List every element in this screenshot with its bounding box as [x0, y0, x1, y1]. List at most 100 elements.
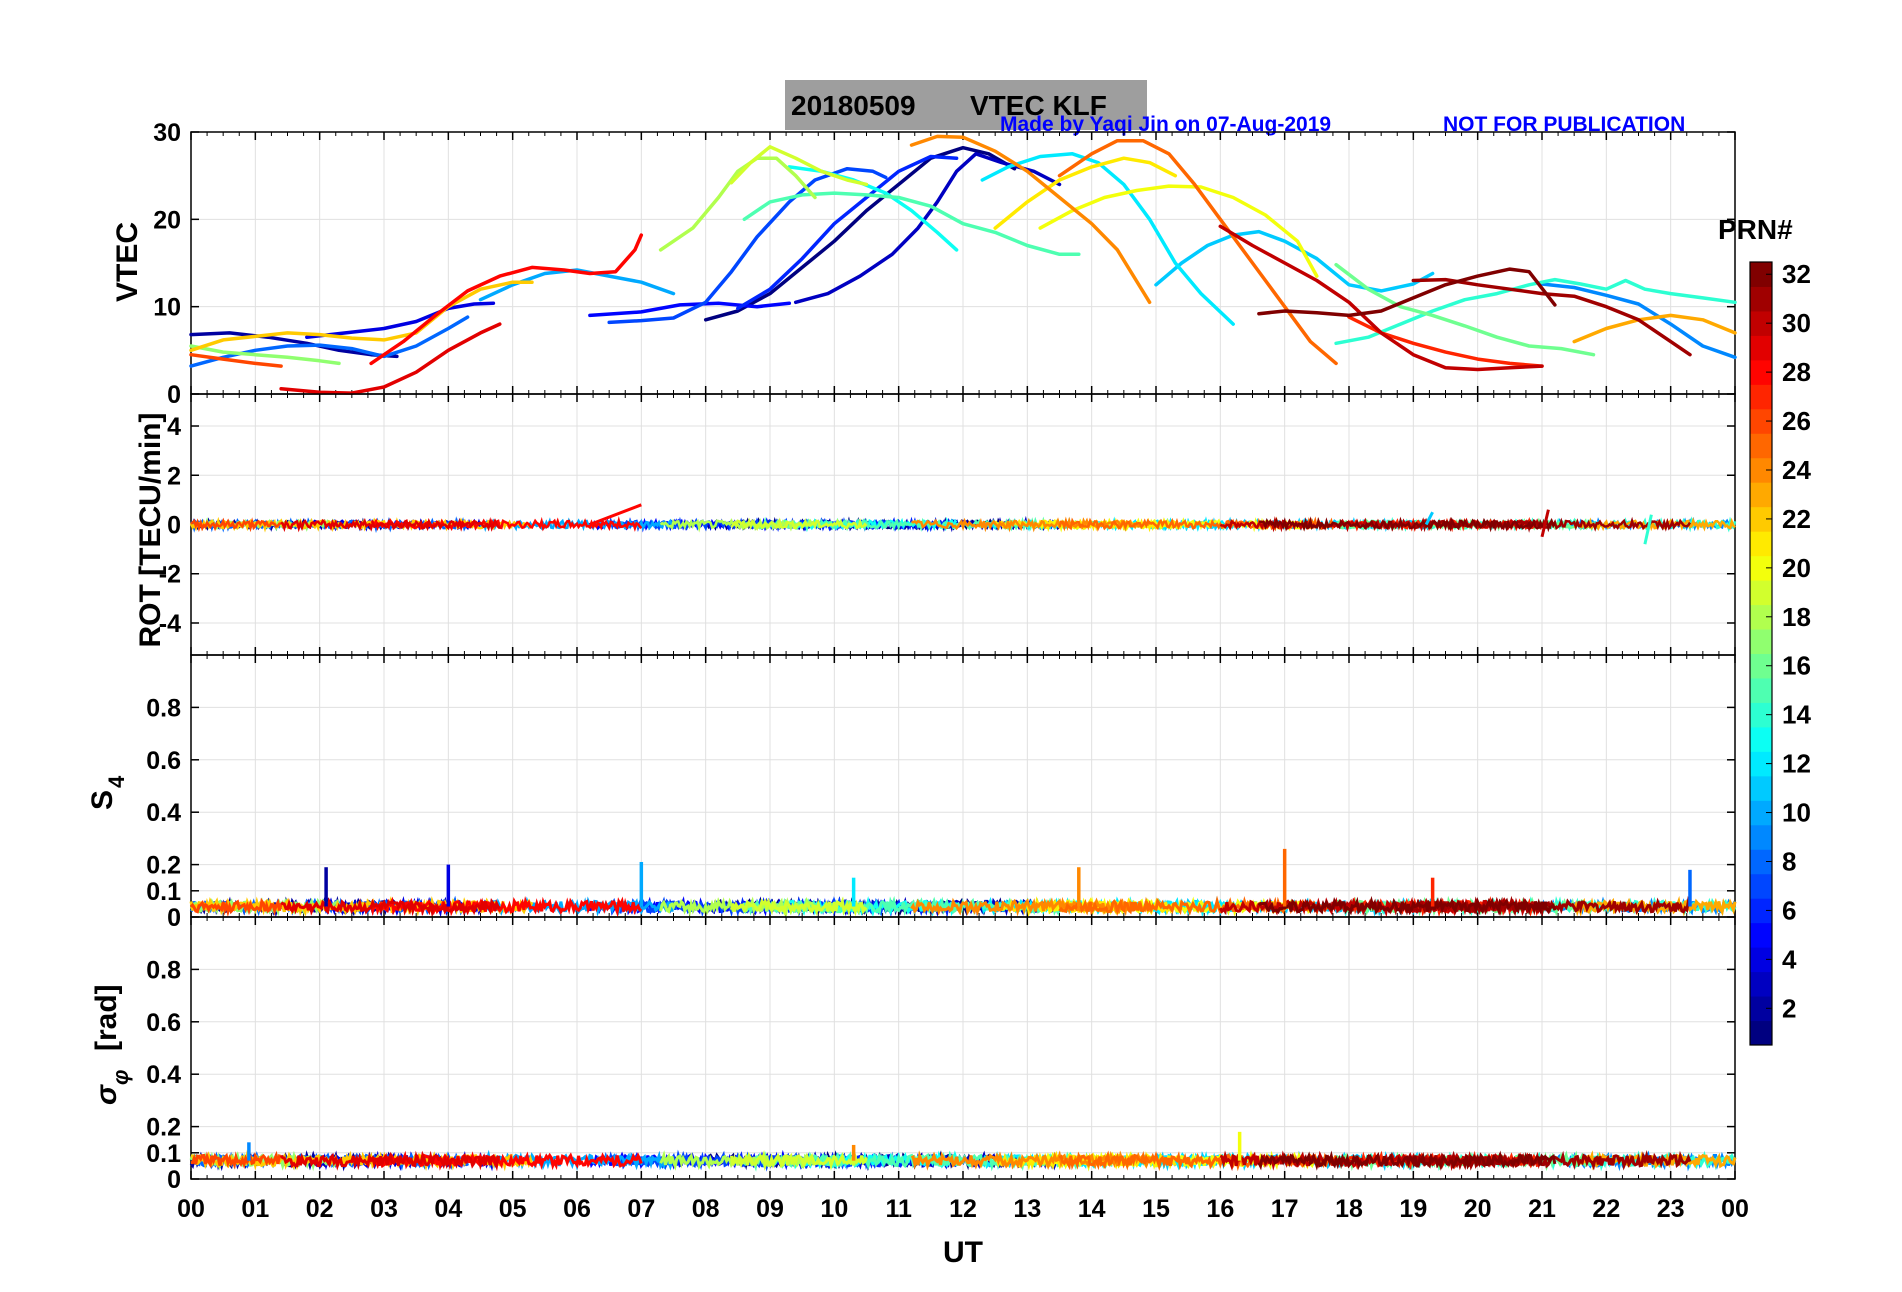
colorbar-swatch: [1750, 531, 1772, 557]
x-tick-label: 09: [756, 1195, 784, 1223]
colorbar-swatch: [1750, 482, 1772, 508]
colorbar-swatch: [1750, 335, 1772, 361]
x-tick-label: 07: [627, 1195, 655, 1223]
s4-ylabel-main: S: [86, 790, 119, 810]
colorbar-swatch: [1750, 775, 1772, 801]
y-tick-label: 0.6: [146, 747, 181, 775]
s4-ylabel: S 4: [86, 775, 129, 810]
sigma-ylabel-sub: φ: [108, 1070, 133, 1085]
credit-note: Made by Yaqi Jin on 07-Aug-2019: [1000, 113, 1331, 136]
scint-series-prn-24: [910, 896, 1151, 917]
vtec-series-prn-19: [729, 145, 869, 187]
scint-series-prn-29: [279, 1150, 501, 1172]
x-tick-label: 04: [434, 1195, 462, 1223]
y-tick-label: 0: [167, 904, 181, 932]
colorbar-tick-label: 18: [1782, 602, 1811, 632]
y-tick-label: 0.2: [146, 852, 181, 880]
rot-series-prn-19: [730, 517, 868, 532]
y-tick-label: 0.1: [146, 1140, 181, 1168]
colorbar-tick-label: 16: [1782, 651, 1811, 681]
colorbar-swatch: [1750, 971, 1772, 997]
rot-feature-prn-14: [1643, 514, 1653, 545]
x-tick-label: 13: [1013, 1195, 1041, 1223]
colorbar-swatch: [1750, 604, 1772, 630]
vtec-series-prn-6: [736, 154, 959, 311]
colorbar-swatch: [1750, 555, 1772, 581]
scint-series-prn-29: [280, 897, 501, 918]
vtec-ylabel: VTEC: [111, 222, 144, 302]
x-tick-label: 00: [1721, 1195, 1749, 1223]
rot-feature-prn-28: [589, 503, 642, 526]
rot-panel: -4 -2 0 2 4: [159, 393, 1737, 656]
colorbar-tick-label: 6: [1782, 895, 1796, 925]
colorbar-swatch: [1750, 506, 1772, 532]
vtec-series-prn-17: [189, 344, 341, 366]
x-tick-label: 16: [1206, 1195, 1234, 1223]
colorbar-tick-label: 32: [1782, 259, 1811, 289]
colorbar-swatch: [1750, 1020, 1772, 1046]
y-tick-label: 0: [167, 512, 181, 540]
colorbar-swatch: [1750, 751, 1772, 777]
colorbar-swatch: [1750, 922, 1772, 948]
colorbar-swatch: [1750, 947, 1772, 973]
scint-series-prn-32: [1257, 895, 1557, 916]
colorbar-tick-label: 28: [1782, 357, 1811, 387]
colorbar-swatch: [1750, 286, 1772, 312]
title-label: VTEC KLF: [970, 90, 1107, 121]
colorbar-tick-label: 8: [1782, 846, 1796, 876]
colorbar-swatch: [1750, 359, 1772, 385]
publication-notice: NOT FOR PUBLICATION: [1443, 113, 1685, 136]
colorbar-swatch: [1750, 580, 1772, 606]
colorbar-swatch: [1750, 702, 1772, 728]
x-tick-label: 02: [306, 1195, 334, 1223]
scint-series-prn-28: [369, 895, 643, 918]
rot-feature-prn-11: [1424, 511, 1434, 526]
rot-series-prn-24: [911, 516, 1151, 533]
colorbar-tick-label: 30: [1782, 308, 1811, 338]
y-tick-label: 0: [167, 381, 181, 409]
vtec-series-prn-20: [1038, 184, 1319, 278]
colorbar-swatch: [1750, 653, 1772, 679]
y-tick-label: 2: [167, 462, 181, 490]
vtec-series-prn-14: [1334, 277, 1737, 346]
y-tick-label: -2: [159, 561, 181, 589]
x-tick-label: 14: [1078, 1195, 1106, 1223]
x-tick-label: 15: [1142, 1195, 1170, 1223]
colorbar-tick-label: 20: [1782, 553, 1811, 583]
colorbar-swatch: [1750, 310, 1772, 336]
vtec-series-prn-30: [1218, 224, 1544, 372]
y-tick-label: 0.8: [146, 694, 181, 722]
colorbar-swatch: [1750, 677, 1772, 703]
colorbar-tick-label: 24: [1782, 455, 1811, 485]
x-tick-label: 22: [1592, 1195, 1620, 1223]
colorbar-swatch: [1750, 629, 1772, 654]
x-tick-label: 10: [820, 1195, 848, 1223]
vtec-series-prn-9: [1540, 282, 1737, 360]
colorbar-swatch: [1750, 824, 1772, 850]
y-tick-label: 4: [167, 413, 181, 441]
title-box: [785, 80, 1147, 130]
colorbar-tick-label: 10: [1782, 798, 1811, 828]
vtec-series-prn-1: [703, 145, 1017, 322]
y-tick-label: 0.1: [146, 878, 181, 906]
colorbar-swatch: [1750, 726, 1772, 752]
vtec-series-prn-28: [369, 233, 644, 366]
colorbar-swatch: [1750, 433, 1772, 459]
x-tick-label: 12: [949, 1195, 977, 1223]
x-tick-label: 06: [563, 1195, 591, 1223]
vtec-series-prn-4: [305, 301, 496, 339]
y-tick-label: 10: [153, 294, 181, 322]
scint-series-prn-19: [729, 1149, 868, 1171]
rot-feature-prn-30: [1540, 509, 1550, 538]
scint-series-prn-32: [1257, 1150, 1557, 1171]
colorbar-swatch: [1750, 262, 1772, 287]
scint-series-prn-26: [189, 897, 283, 918]
colorbar-swatch: [1750, 800, 1772, 826]
scint-series-prn-19: [729, 896, 868, 917]
vtec-series-prn-25: [1057, 138, 1338, 366]
vtec-series-prn-7: [607, 166, 888, 325]
colorbar-title: PRN#: [1718, 214, 1793, 245]
colorbar-swatch: [1750, 384, 1772, 410]
